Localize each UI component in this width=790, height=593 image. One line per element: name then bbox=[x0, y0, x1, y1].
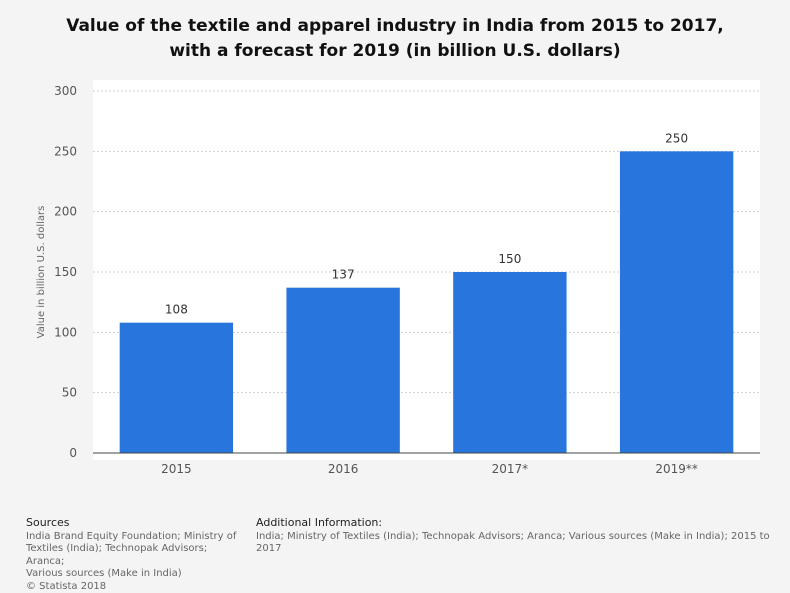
y-axis-ticks: 0 50 100 150 200 250 300 bbox=[54, 84, 77, 460]
sources-block: Sources India Brand Equity Foundation; M… bbox=[26, 517, 246, 593]
x-tick-label: 2015 bbox=[161, 462, 192, 476]
x-axis-ticks: 2015 2016 2017* 2019** bbox=[161, 462, 698, 476]
bar-2019 bbox=[620, 151, 733, 453]
y-tick-label: 250 bbox=[54, 144, 77, 158]
sources-line: India Brand Equity Foundation; Ministry … bbox=[26, 531, 246, 544]
bar-2016 bbox=[286, 288, 399, 453]
data-label: 250 bbox=[665, 131, 688, 145]
y-tick-label: 200 bbox=[54, 205, 77, 219]
y-axis-label: Value in billion U.S. dollars bbox=[36, 206, 47, 339]
x-tick-label: 2019** bbox=[655, 462, 698, 476]
bar-2015 bbox=[120, 323, 233, 453]
data-label: 150 bbox=[498, 252, 521, 266]
bar-2017 bbox=[453, 272, 566, 453]
y-tick-label: 300 bbox=[54, 84, 77, 98]
x-tick-label: 2016 bbox=[328, 462, 359, 476]
y-tick-label: 50 bbox=[62, 386, 77, 400]
sources-line: Various sources (Make in India) bbox=[26, 568, 246, 581]
additional-info-text: India; Ministry of Textiles (India); Tec… bbox=[256, 531, 786, 556]
data-label: 108 bbox=[165, 303, 188, 317]
sources-line: Textiles (India); Technopak Advisors; Ar… bbox=[26, 543, 246, 568]
y-tick-label: 100 bbox=[54, 325, 77, 339]
data-label: 137 bbox=[332, 268, 355, 282]
x-tick-label: 2017* bbox=[492, 462, 529, 476]
y-tick-label: 0 bbox=[69, 446, 77, 460]
additional-info-heading: Additional Information: bbox=[256, 517, 786, 530]
copyright-line: © Statista 2018 bbox=[26, 581, 246, 593]
y-tick-label: 150 bbox=[54, 265, 77, 279]
sources-heading: Sources bbox=[26, 517, 246, 530]
additional-info-block: Additional Information: India; Ministry … bbox=[256, 517, 786, 556]
